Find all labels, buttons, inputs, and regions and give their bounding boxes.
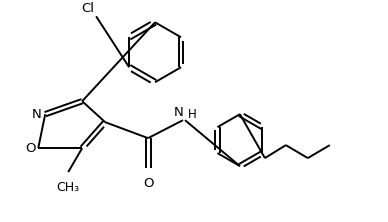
- Text: CH₃: CH₃: [57, 181, 80, 194]
- Text: Cl: Cl: [81, 2, 95, 15]
- Text: O: O: [143, 177, 153, 190]
- Text: O: O: [25, 142, 35, 155]
- Text: N: N: [31, 108, 41, 121]
- Text: N: N: [174, 106, 184, 119]
- Text: H: H: [188, 108, 197, 121]
